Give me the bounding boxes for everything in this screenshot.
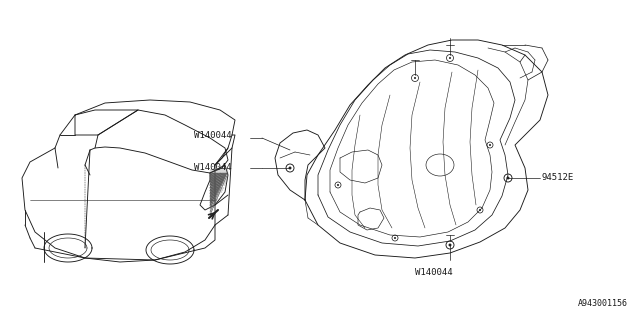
Text: W140044: W140044 (194, 131, 232, 140)
Circle shape (337, 184, 339, 186)
Text: W140044: W140044 (194, 164, 232, 172)
Circle shape (479, 209, 481, 211)
Text: W140044: W140044 (415, 268, 452, 277)
Text: 94512E: 94512E (542, 173, 574, 182)
Text: A943001156: A943001156 (578, 299, 628, 308)
Circle shape (449, 57, 451, 59)
Circle shape (507, 177, 509, 179)
Circle shape (394, 237, 396, 239)
Circle shape (449, 244, 451, 246)
Circle shape (414, 77, 416, 79)
Circle shape (289, 167, 291, 169)
Circle shape (489, 144, 491, 146)
